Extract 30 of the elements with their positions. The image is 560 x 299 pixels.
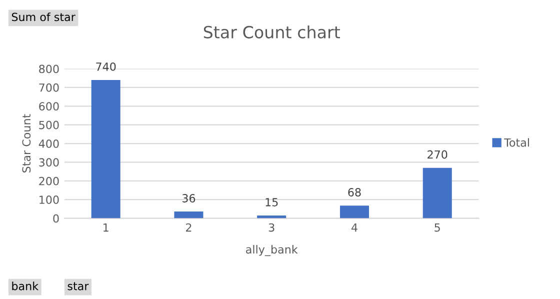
x-tick-label: 3 [268,223,274,232]
x-axis-title: ally_bank [246,244,298,256]
y-tick-label: 0 [53,214,59,223]
y-tick-label: 300 [39,158,59,167]
y-tick-label: 100 [40,196,59,204]
y-tick-label: 500 [39,120,59,130]
data-label: 740 [96,62,116,71]
y-tick-label: 800 [39,64,59,74]
text: bank [12,282,39,290]
legend-label: Total [504,138,529,147]
y-tick-label: 200 [39,176,59,186]
data-label: 270 [428,150,448,159]
text: Sum of star [12,12,76,22]
bar [91,80,120,218]
x-tick-label: 2 [186,223,192,232]
bar [174,212,204,218]
data-label: 15 [266,198,278,206]
bar [340,206,369,218]
chart-title: Star Count chart [204,26,340,38]
data-label: 68 [348,188,361,196]
y-tick-label: 400 [38,139,59,148]
text: star [68,282,89,290]
x-tick-label: 1 [104,223,108,232]
x-tick-label: 5 [434,223,440,232]
x-tick-label: 4 [351,223,358,232]
data-label: 36 [182,194,196,202]
y-axis-title: Star Count [22,114,31,172]
y-tick-label: 600 [39,102,59,111]
bar [422,168,452,218]
y-tick-label: 700 [39,83,59,92]
